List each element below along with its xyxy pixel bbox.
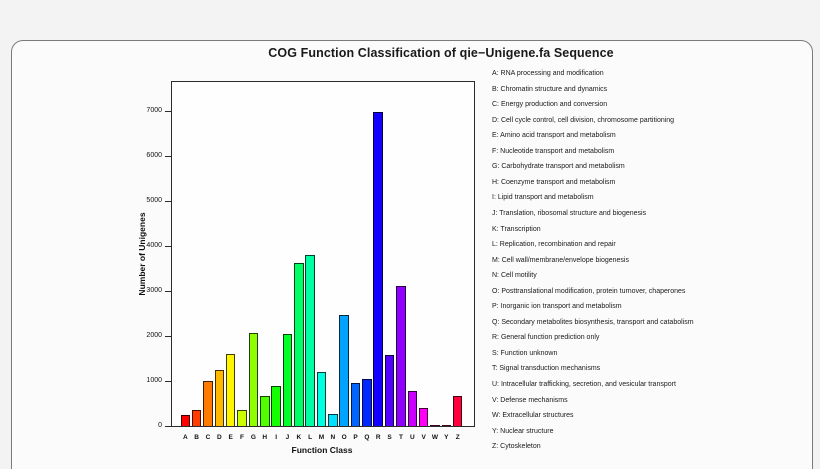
y-tick-mark-3000 (165, 290, 171, 292)
bar-V (418, 407, 429, 426)
legend-item-J: J: Translation, ribosomal structure and … (492, 209, 647, 217)
x-tick-C: C (205, 434, 211, 441)
y-axis-title: Number of Unigenes (137, 212, 147, 296)
x-tick-F: F (240, 434, 245, 441)
y-tick-label-5000: 5000 (146, 196, 162, 204)
legend-item-O: O: Posttranslational modification, prote… (492, 287, 686, 295)
x-tick-P: P (353, 434, 358, 441)
bar-R (373, 112, 384, 426)
bar-F (237, 409, 247, 426)
y-tick-mark-6000 (165, 155, 171, 157)
bar-N (328, 414, 338, 426)
x-tick-K: K (296, 434, 302, 441)
x-tick-R: R (375, 434, 381, 441)
y-tick-label-2000: 2000 (146, 331, 162, 339)
bar-J (282, 333, 293, 426)
bar-Y (441, 425, 452, 426)
legend-item-L: L: Replication, recombination and repair (492, 241, 616, 249)
y-tick-label-6000: 6000 (146, 151, 162, 159)
x-tick-W: W (431, 434, 439, 441)
legend-item-Q: Q: Secondary metabolites biosynthesis, t… (492, 318, 694, 326)
legend-item-P: P: Inorganic ion transport and metabolis… (492, 303, 622, 311)
y-tick-mark-0 (165, 426, 171, 427)
legend-item-U: U: Intracellular trafficking, secretion,… (492, 381, 676, 388)
bar-C (203, 380, 213, 426)
y-tick-mark-5000 (165, 200, 171, 202)
bar-T (396, 285, 406, 426)
legend-item-B: B: Chromatin structure and dynamics (492, 85, 608, 93)
y-tick-label-3000: 3000 (146, 286, 162, 294)
bar-O (339, 315, 349, 426)
y-tick-label-7000: 7000 (146, 106, 162, 114)
bar-D (214, 370, 225, 426)
legend-item-C: C: Energy production and conversion (492, 101, 608, 109)
bar-H (259, 395, 270, 426)
bar-W (430, 424, 440, 426)
legend-item-K: K: Transcription (492, 225, 541, 233)
x-tick-N: N (330, 434, 336, 441)
legend-item-D: D: Cell cycle control, cell division, ch… (492, 116, 675, 124)
chart-title: COG Function Classification of qie−Unige… (268, 46, 614, 60)
bar-P (350, 382, 361, 426)
bar-E (225, 354, 236, 426)
legend-item-M: M: Cell wall/membrane/envelope biogenesi… (492, 256, 629, 264)
bar-G (248, 333, 259, 426)
legend-item-H: H: Coenzyme transport and metabolism (492, 178, 616, 186)
x-tick-E: E (228, 434, 233, 441)
x-tick-Y: Y (444, 434, 449, 441)
legend-item-V: V: Defense mechanisms (492, 396, 568, 404)
x-axis-title: Function Class (291, 445, 353, 455)
bar-L (305, 254, 315, 426)
legend-item-G: G: Carbohydrate transport and metabolism (492, 163, 625, 171)
x-tick-U: U (409, 434, 415, 441)
bar-B (191, 410, 202, 426)
y-tick-label-1000: 1000 (146, 376, 162, 384)
legend-item-F: F: Nucleotide transport and metabolism (492, 147, 615, 155)
x-tick-J: J (285, 434, 290, 441)
bar-I (271, 386, 281, 426)
x-tick-D: D (216, 434, 222, 441)
legend-item-E: E: Amino acid transport and metabolism (492, 132, 616, 140)
legend-item-W: W: Extracellular structures (492, 412, 574, 420)
x-tick-L: L (308, 434, 313, 441)
y-tick-mark-7000 (165, 110, 171, 112)
bar-Q (362, 378, 372, 426)
bar-U (407, 390, 418, 426)
legend-item-R: R: General function prediction only (492, 334, 600, 342)
y-tick-label-4000: 4000 (146, 241, 162, 249)
x-tick-T: T (398, 434, 403, 441)
y-tick-mark-2000 (165, 335, 171, 337)
bar-S (384, 355, 395, 426)
x-tick-Z: Z (455, 434, 460, 441)
legend-item-A: A: RNA processing and modification (492, 70, 604, 77)
x-tick-M: M (318, 434, 325, 441)
legend-item-Z: Z: Cytoskeleton (492, 443, 541, 451)
x-tick-O: O (341, 434, 347, 441)
x-tick-H: H (262, 434, 268, 441)
legend: A: RNA processing and modification B: Chr… (492, 70, 802, 455)
bar-A (180, 414, 191, 426)
x-tick-A: A (182, 434, 188, 441)
y-tick-mark-4000 (165, 245, 171, 247)
y-tick-mark-1000 (165, 380, 171, 382)
legend-item-S: S: Function unknown (492, 349, 558, 357)
y-tick-label-0: 0 (158, 422, 162, 429)
legend-item-Y: Y: Nuclear structure (492, 427, 554, 435)
x-tick-Q: Q (364, 434, 370, 441)
x-tick-S: S (387, 434, 392, 441)
legend-item-T: T: Signal transduction mechanisms (492, 365, 601, 373)
bar-M (316, 371, 327, 426)
x-tick-V: V (421, 434, 426, 441)
x-tick-G: G (250, 434, 256, 441)
bar-K (294, 263, 304, 426)
legend-item-N: N: Cell motility (492, 272, 537, 280)
x-tick-B: B (194, 434, 199, 441)
legend-item-I: I: Lipid transport and metabolism (492, 194, 594, 202)
bar-Z (452, 396, 463, 426)
plot-area: A B C D E F G H I J K L M N O P Q R S T U V W Y Z 0 1000 2000 3000 40… (146, 81, 475, 441)
x-tick-I: I (275, 434, 277, 441)
